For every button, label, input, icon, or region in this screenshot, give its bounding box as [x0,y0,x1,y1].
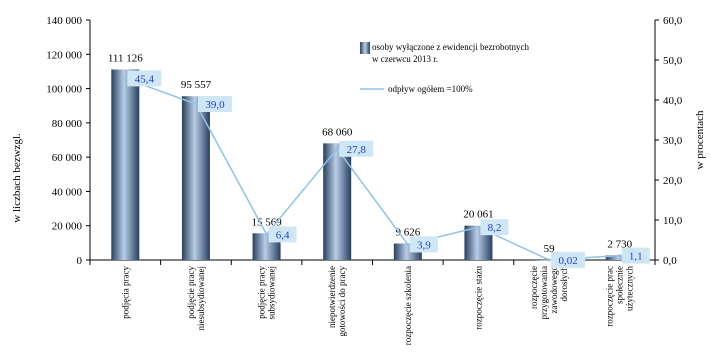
y-axis-title: w liczbach bezwzgl. [11,133,23,223]
percent-label: 39,0 [205,99,225,111]
bar [181,96,210,260]
x-category-label: rozpoczęcie stażu [473,266,483,330]
bar-value-label: 95 557 [181,79,212,91]
percent-point [618,254,622,258]
x-category-label-line: społecznie [615,266,625,304]
y2-axis-title: w procentach [694,110,706,169]
bar-value-label: 68 060 [322,126,353,138]
x-category-label-line: niepotwierdzenie [327,266,337,328]
legend-line-label: odpływ ogółem =100% [388,84,473,94]
percent-label-box [197,96,232,112]
bar-value-label: 59 [544,243,556,255]
legend-bar-label-line1: osoby wyłączone z ewidencji bezrobotnych [372,42,529,52]
percent-point [547,258,551,262]
bar-value-label: 20 061 [463,209,493,221]
x-category-label: podjęcie pracy subsydiowanej [257,266,277,320]
x-category-label: niepotwierdzenie gotowości do pracy [327,266,347,337]
percent-label-box [621,247,650,264]
percent-label: 1,1 [629,251,643,263]
percent-label: 6,4 [276,229,290,241]
percent-label: 8,2 [488,222,502,234]
legend-bar-swatch [360,42,370,54]
percent-label-box [551,251,586,268]
x-category-label-line: podjęcie pracy [257,266,267,319]
y-tick-label: 40 000 [52,186,83,198]
legend-bar-label-line2: w czerwcu 2013 r. [372,54,438,64]
x-category-label: podjęcie pracy niesubsydiowanej [186,266,206,331]
x-category-label-line: niesubsydiowanej [196,266,206,331]
x-category-label-line: zawodowego [549,266,559,314]
percent-point [265,232,269,236]
y-tick-label: 120 000 [46,49,82,61]
x-category-label-line: rozpoczęcie prac [605,266,615,327]
legend: osoby wyłączone z ewidencji bezrobotnych… [360,42,529,94]
x-category-label-line: dorosłych [559,266,569,302]
y2-tick-label: 40,0 [663,95,683,107]
percent-label: 0,02 [558,255,577,267]
percent-line-path [125,77,620,261]
percent-line [123,76,622,262]
y2-tick-label: 50,0 [663,55,683,67]
x-category-label-line: podjęcie pracy [186,266,196,319]
y2-tick-label: 60,0 [663,15,683,27]
x-category-label-line: przygotowania [539,266,549,319]
y-tick-label: 100 000 [46,84,82,96]
y2-tick-label: 30,0 [663,135,683,147]
bar-value-label: 111 126 [108,52,143,64]
percent-point [406,242,410,246]
y-tick-label: 0 [77,255,83,267]
percent-label: 45,4 [135,73,155,85]
x-category-label: podjęcia pracy [120,266,130,319]
bar [111,69,140,260]
x-category-label: rozpoczęcie przygotowania zawodowego dorosł… [529,266,569,320]
percent-labels: 45,4 39,0 6,4 27,8 3,9 8,2 0,02 1,1 [127,70,650,268]
y-tick-label: 80 000 [52,118,83,130]
bars [89,69,656,265]
percent-label-box [127,70,162,87]
y2-ticks: 0,0 10,0 20,0 30,0 40,0 50,0 60,0 [655,15,683,267]
bar-value-label: 2 730 [607,238,632,250]
y2-tick-label: 20,0 [663,175,683,187]
percent-point [194,102,198,106]
x-category-label-line: rozpoczęcie [529,266,539,309]
bar [323,143,352,260]
percent-label-box [268,226,297,243]
percent-label: 3,9 [417,239,431,251]
y2-tick-label: 0,0 [663,255,677,267]
y-tick-label: 20 000 [52,221,83,233]
x-category-label-line: rozpoczęcie szkolenia [403,266,413,345]
percent-label-box [480,219,509,236]
x-category-label-line: rozpoczęcie stażu [473,266,483,330]
bar [605,255,634,260]
percent-label-box [409,236,438,253]
percent-point [476,225,480,229]
y-ticks: 0 20 000 40 000 60 000 80 000 100 000 120 000 1… [46,15,90,267]
y-tick-label: 140 000 [46,15,82,27]
percent-label: 27,8 [347,144,367,156]
y-tick-label: 60 000 [52,152,83,164]
x-category-label: rozpoczęcie prac społecznie użytecznych [605,266,635,327]
x-category-label-line: subsydiowanej [267,266,277,320]
x-category-label: rozpoczęcie szkolenia [403,266,413,345]
x-category-labels: podjęcia pracy podjęcie pracy niesubsydiow… [120,266,634,346]
x-category-label-line: użytecznych [625,266,635,311]
percent-label-box [339,140,374,157]
y2-tick-label: 10,0 [663,215,683,227]
x-category-label-line: gotowości do pracy [337,266,347,337]
percent-point [335,147,339,151]
percent-point [123,76,127,80]
x-category-label-line: podjęcia pracy [120,266,130,319]
